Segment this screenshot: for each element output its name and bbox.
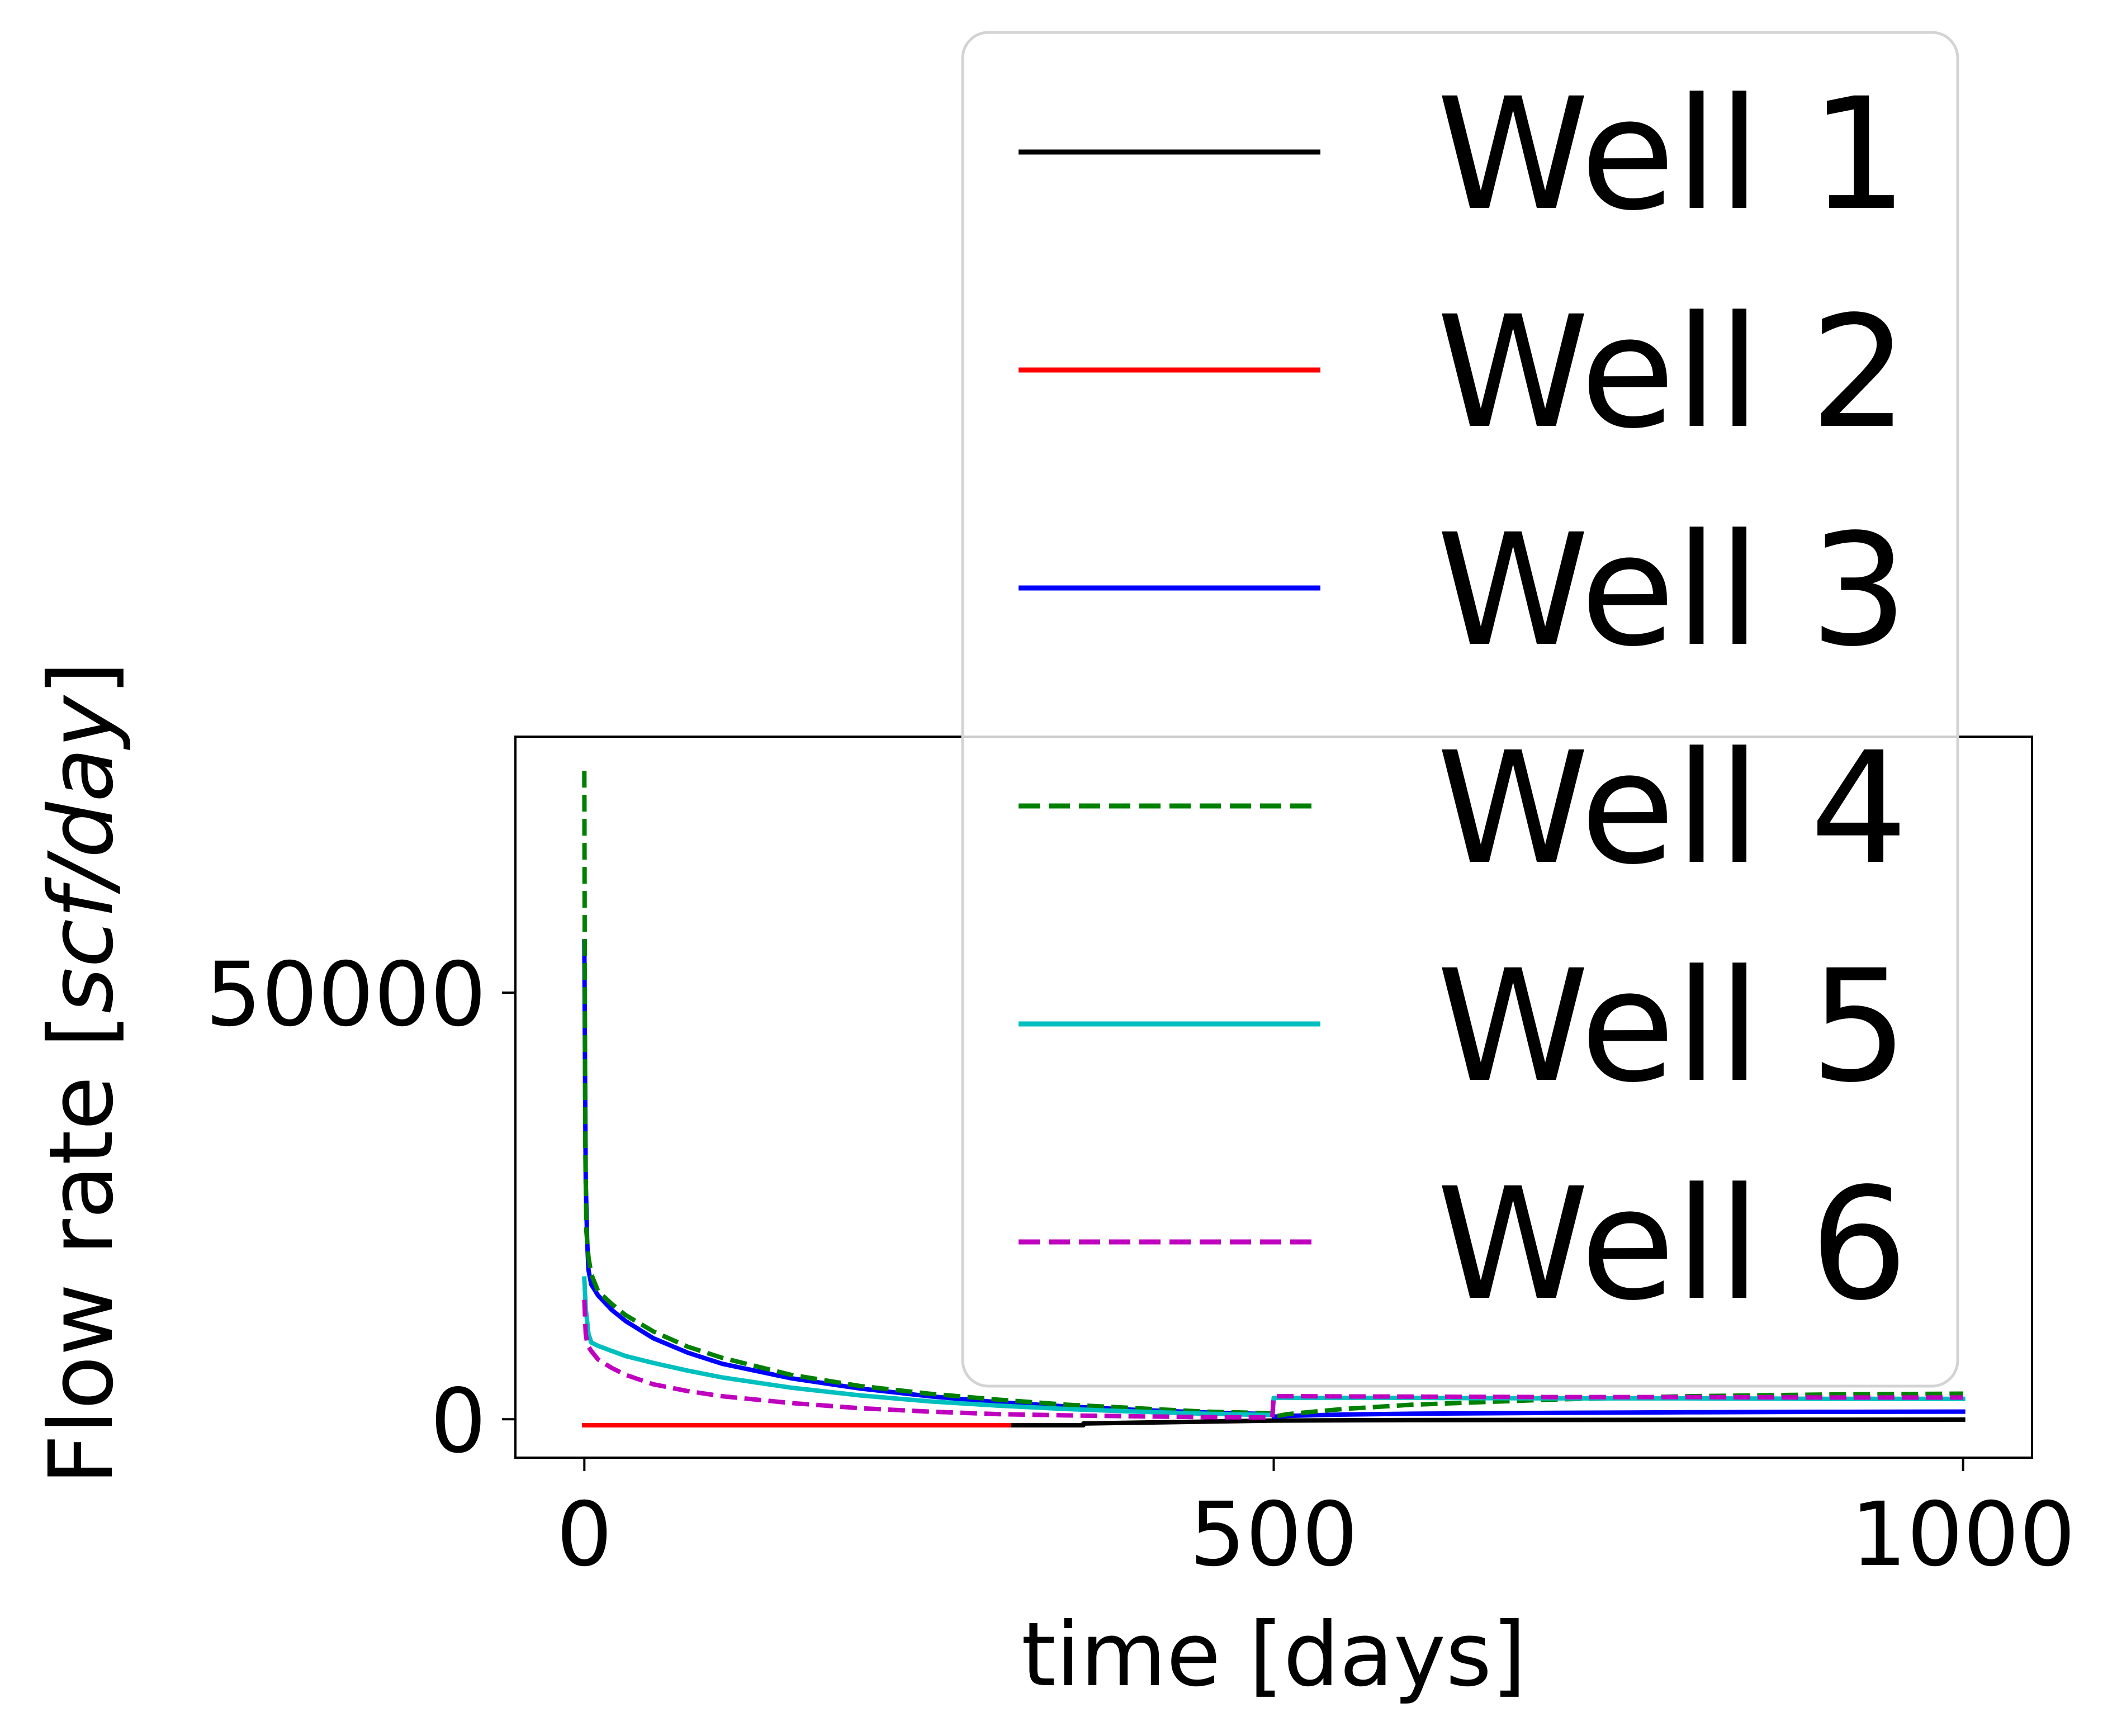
series-line-3 (582, 939, 1966, 1419)
x-tick-label: 1000 (1851, 1483, 2076, 1586)
series-lines (582, 771, 1966, 1427)
legend-label: Well 3 (1437, 501, 1908, 681)
legend-label: Well 2 (1437, 283, 1908, 463)
legend-item: Well 5 (1019, 937, 1908, 1117)
legend-item: Well 6 (1019, 1155, 1908, 1335)
series-line-4 (582, 771, 1963, 1419)
legend-item: Well 3 (1019, 501, 1908, 681)
legend-label: Well 4 (1437, 719, 1908, 899)
y-axis-label: Flow rate [scf/day] (30, 661, 133, 1485)
y-axis-ticks: 0 50000 (205, 943, 515, 1473)
y-tick-label: 50000 (205, 943, 486, 1046)
y-axis-label-suffix: ] (30, 661, 133, 696)
legend-label: Well 5 (1437, 937, 1908, 1117)
legend-label: Well 1 (1437, 65, 1908, 245)
x-tick-label: 0 (556, 1483, 613, 1586)
series-line-1 (582, 1417, 1966, 1427)
legend-label: Well 6 (1437, 1155, 1908, 1335)
legend: Well 1 Well 2 Well 3 Well 4 Well 5 Well 6 (961, 31, 1959, 1388)
y-axis-label-prefix: Flow rate [ (30, 1013, 133, 1485)
legend-item: Well 2 (1019, 283, 1908, 463)
y-tick-label: 0 (430, 1370, 486, 1473)
x-axis-label: time [days] (1021, 1604, 1526, 1706)
x-tick-label: 500 (1190, 1483, 1358, 1586)
y-axis-label-unit: scf/day (30, 694, 133, 1013)
legend-item: Well 1 (1019, 65, 1908, 245)
x-axis-ticks: 0 500 1000 (556, 1458, 2076, 1586)
series-line-6 (582, 1299, 1963, 1420)
legend-item: Well 4 (1019, 719, 1908, 899)
